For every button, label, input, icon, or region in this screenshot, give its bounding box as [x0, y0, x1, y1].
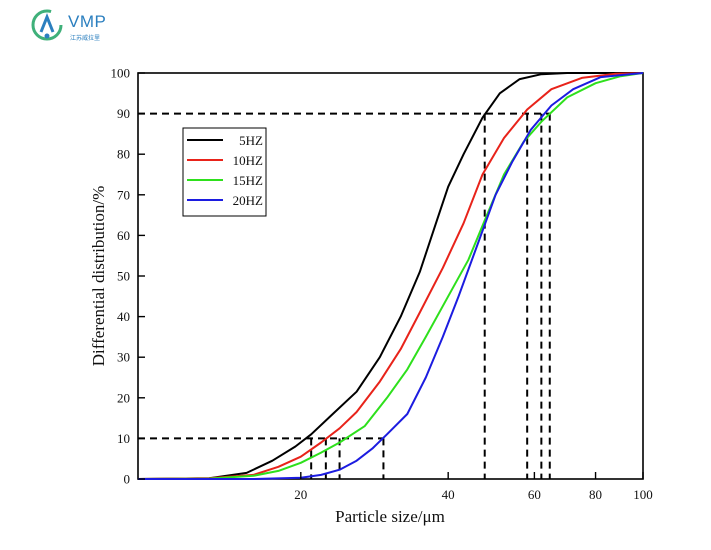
legend-label-20hz: 20HZ	[233, 193, 263, 208]
legend-label-10hz: 10HZ	[233, 153, 263, 168]
y-tick-label: 60	[117, 228, 130, 243]
y-tick-label: 80	[117, 147, 130, 162]
logo-name: VMP	[68, 12, 107, 31]
legend: 5HZ 10HZ 15HZ 20HZ	[182, 127, 267, 217]
legend-label-15hz: 15HZ	[233, 173, 263, 188]
x-tick-label: 20	[294, 487, 307, 502]
series-line-15hz	[137, 72, 644, 480]
legend-label-5hz: 5HZ	[239, 133, 263, 148]
x-axis-title: Particle size/μm	[335, 507, 445, 526]
y-tick-label: 0	[124, 472, 131, 487]
company-logo: VMP 江苏威拉里	[30, 8, 150, 48]
logo-subtitle: 江苏威拉里	[70, 35, 101, 42]
y-tick-label: 10	[117, 431, 130, 446]
x-tick-label: 60	[528, 487, 541, 502]
series-line-5hz	[137, 72, 643, 480]
series-line-20hz	[138, 72, 644, 480]
series-line-10hz	[137, 72, 644, 480]
y-tick-label: 40	[117, 309, 130, 324]
y-tick-label: 90	[117, 106, 130, 121]
x-tick-label: 80	[589, 487, 602, 502]
legend-box	[182, 127, 267, 217]
vmp-logo-icon	[31, 9, 63, 41]
axes: 0 10 20 30 40 50 60 70 80 90 100 20 40 60 80 100	[111, 66, 653, 503]
y-tick-label: 30	[117, 350, 130, 365]
y-tick-label: 20	[117, 390, 130, 405]
y-tick-label: 50	[117, 269, 130, 284]
reference-lines	[138, 112, 551, 479]
y-tick-label: 70	[117, 187, 130, 202]
x-tick-label: 40	[442, 487, 455, 502]
y-axis-title: Differential distribution/%	[89, 186, 108, 367]
series-lines	[137, 72, 644, 480]
y-tick-label: 100	[111, 66, 131, 81]
x-tick-label: 100	[633, 487, 653, 502]
